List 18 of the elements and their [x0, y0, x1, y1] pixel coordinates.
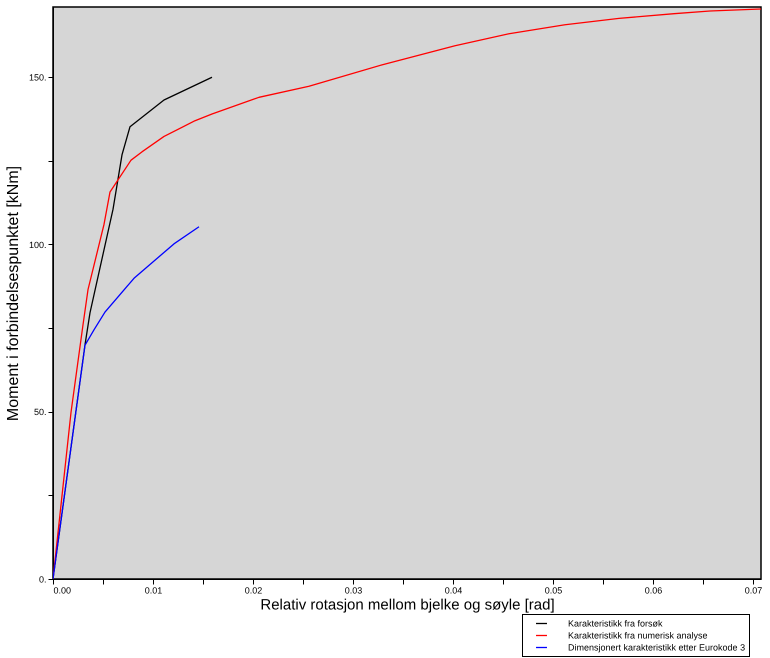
x-tick-label: 0.02 — [244, 586, 262, 596]
y-tick-label: 0. — [38, 574, 46, 584]
x-tick-label: 0.01 — [144, 586, 162, 596]
legend-label: Dimensjonert karakteristikk etter Eurokode 3 — [568, 642, 746, 652]
x-tick-label: 0.00 — [54, 586, 72, 596]
x-axis-title: Relativ rotasjon mellom bjelke og søyle [rad] — [260, 596, 555, 614]
legend-label: Karakteristikk fra forsøk — [568, 618, 664, 628]
x-tick-label: 0.07 — [744, 586, 762, 596]
x-tick-label: 0.04 — [444, 586, 462, 596]
x-tick-label: 0.05 — [544, 586, 562, 596]
y-tick-label: 150. — [28, 72, 46, 83]
x-tick-label: 0.06 — [644, 586, 662, 596]
y-axis-title: Moment i forbindelsespunktet [kNm] — [4, 166, 22, 422]
line-series — [53, 226, 200, 579]
y-tick-label: 50. — [34, 407, 46, 418]
legend-label: Karakteristikk fra numerisk analyse — [568, 630, 708, 640]
x-tick-label: 0.03 — [344, 586, 362, 596]
y-tick-label: 100. — [28, 240, 46, 250]
